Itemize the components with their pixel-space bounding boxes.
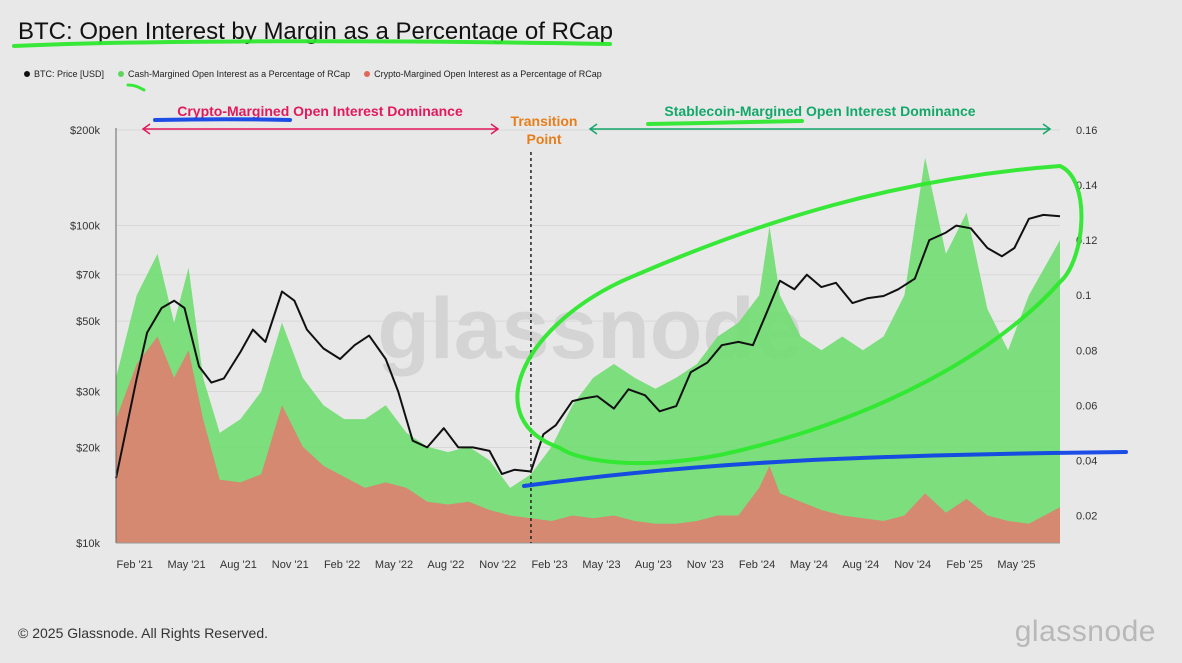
annotations: Crypto-Margined Open Interest Dominance … bbox=[141, 103, 1052, 147]
green-ellipse-mark bbox=[515, 164, 1084, 466]
legend-label-price: BTC: Price [USD] bbox=[34, 69, 105, 79]
y-right-tick-2: 0.06 bbox=[1076, 400, 1097, 412]
y-left-tick-4: $70k bbox=[76, 270, 100, 282]
underline-stablecoin bbox=[646, 119, 804, 126]
x-tick-2: Aug '21 bbox=[220, 559, 257, 571]
legend-dot-cash bbox=[118, 71, 125, 77]
underline-legend bbox=[126, 83, 146, 92]
x-tick-0: Feb '21 bbox=[116, 559, 152, 571]
y-left-tick-3: $50k bbox=[76, 316, 100, 328]
legend-dot-price bbox=[24, 71, 30, 77]
legend-dot-crypto bbox=[364, 71, 371, 77]
stablecoin-dominance-arrow-head-left bbox=[588, 123, 598, 135]
legend: BTC: Price [USD] Cash-Margined Open Inte… bbox=[24, 69, 602, 79]
underline-title bbox=[12, 39, 612, 48]
x-tick-1: May '21 bbox=[167, 559, 205, 571]
legend-item-cash[interactable]: Cash-Margined Open Interest as a Percent… bbox=[118, 69, 350, 79]
x-tick-13: May '24 bbox=[790, 559, 828, 571]
y-right-tick-6: 0.14 bbox=[1076, 180, 1097, 192]
x-tick-12: Feb '24 bbox=[739, 559, 775, 571]
y-left-tick-0: $10k bbox=[76, 538, 100, 550]
legend-item-price[interactable]: BTC: Price [USD] bbox=[24, 69, 104, 79]
x-tick-17: May '25 bbox=[997, 559, 1035, 571]
hand-drawn-marks bbox=[12, 39, 1128, 488]
annotation-stablecoin-dominance: Stablecoin-Margined Open Interest Domina… bbox=[664, 103, 975, 119]
btc-price-line bbox=[115, 213, 1061, 479]
annotation-transition-point: Point bbox=[527, 131, 562, 147]
x-tick-14: Aug '24 bbox=[842, 559, 879, 571]
chart-canvas: glassnode $10k$20k$30k$50k$70k$100k$200k… bbox=[12, 39, 1128, 571]
x-tick-15: Nov '24 bbox=[894, 559, 931, 571]
legend-label-crypto: Crypto-Margined Open Interest as a Perce… bbox=[374, 69, 602, 79]
x-tick-11: Nov '23 bbox=[687, 559, 724, 571]
brand-logo: glassnode bbox=[1014, 615, 1156, 648]
y-left-tick-6: $200k bbox=[70, 125, 100, 137]
y-right-tick-4: 0.1 bbox=[1076, 290, 1091, 302]
annotation-crypto-dominance: Crypto-Margined Open Interest Dominance bbox=[177, 103, 463, 119]
x-tick-9: May '23 bbox=[582, 559, 620, 571]
y-right-tick-3: 0.08 bbox=[1076, 345, 1097, 357]
x-tick-4: Feb '22 bbox=[324, 559, 360, 571]
y-left-tick-5: $100k bbox=[70, 221, 100, 233]
x-tick-6: Aug '22 bbox=[427, 559, 464, 571]
copyright: © 2025 Glassnode. All Rights Reserved. bbox=[18, 625, 269, 641]
y-left-tick-1: $20k bbox=[76, 442, 100, 454]
crypto-dominance-arrow-head-left bbox=[141, 123, 151, 135]
x-tick-16: Feb '25 bbox=[946, 559, 982, 571]
y-left-tick-2: $30k bbox=[76, 387, 100, 399]
legend-item-crypto[interactable]: Crypto-Margined Open Interest as a Perce… bbox=[364, 69, 602, 79]
axes: $10k $20k $30k $50k $70k $100k $200k 0.02 0.04 0.… bbox=[70, 125, 1097, 571]
x-tick-10: Aug '23 bbox=[635, 559, 672, 571]
blue-baseline-mark bbox=[522, 450, 1128, 488]
price-series bbox=[115, 213, 1061, 479]
x-tick-5: May '22 bbox=[375, 559, 413, 571]
cash-margined-area bbox=[116, 157, 1060, 543]
underline-crypto-margined bbox=[153, 117, 292, 122]
legend-label-cash: Cash-Margined Open Interest as a Percent… bbox=[128, 69, 351, 79]
crypto-dominance-arrow-head-right bbox=[490, 123, 500, 135]
y-right-tick-7: 0.16 bbox=[1076, 125, 1097, 137]
stablecoin-dominance-arrow-head-right bbox=[1042, 123, 1052, 135]
x-tick-8: Feb '23 bbox=[531, 559, 567, 571]
x-tick-3: Nov '21 bbox=[272, 559, 309, 571]
y-right-tick-1: 0.04 bbox=[1076, 455, 1097, 467]
y-right-tick-0: 0.02 bbox=[1076, 510, 1097, 522]
annotation-transition: Transition bbox=[511, 113, 578, 129]
x-tick-7: Nov '22 bbox=[479, 559, 516, 571]
crypto-margined-area bbox=[116, 336, 1060, 543]
area-series bbox=[116, 157, 1060, 543]
